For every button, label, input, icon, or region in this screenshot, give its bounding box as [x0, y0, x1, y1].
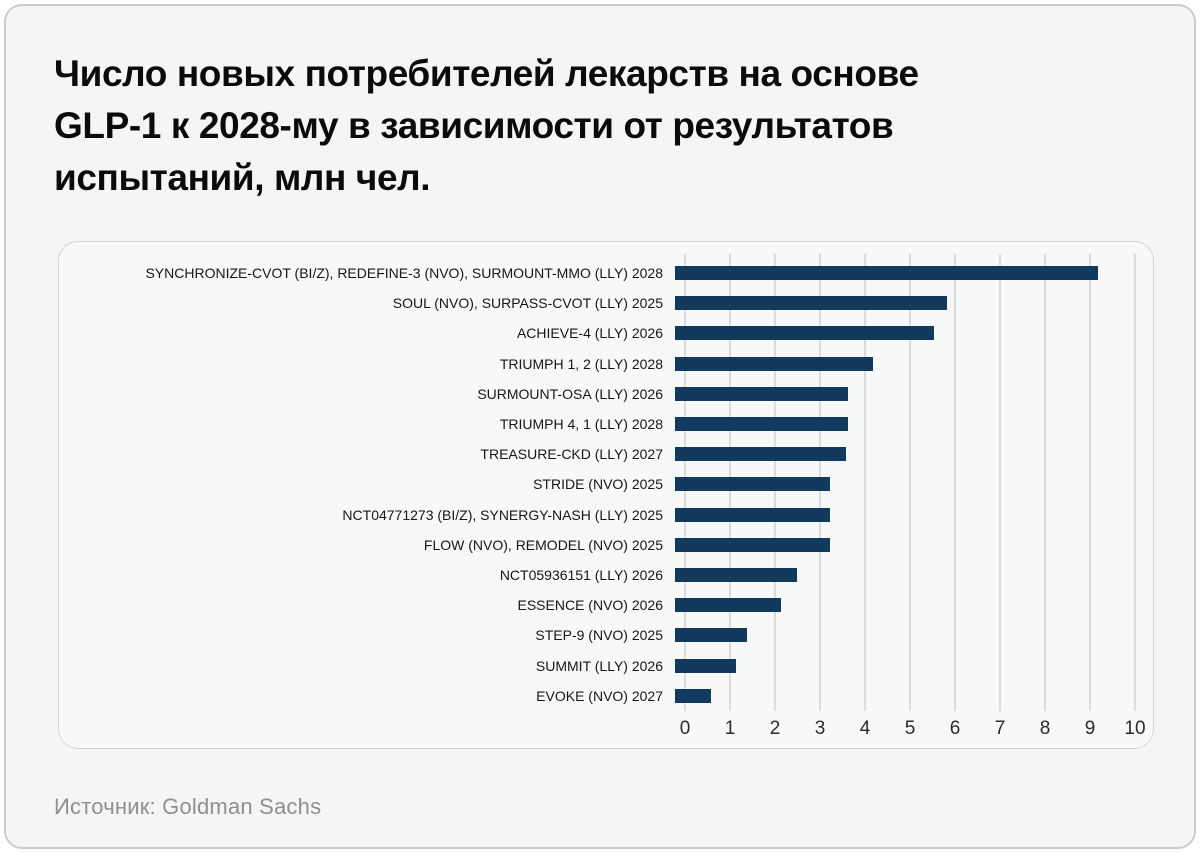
title-line-2: GLP-1 к 2028-му в зависимости от результ… — [54, 105, 894, 146]
bar — [675, 658, 736, 673]
bar-row: NCT04771273 (BI/Z), SYNERGY-NASH (LLY) 2… — [69, 500, 1143, 530]
bar — [675, 386, 849, 401]
chart-title: Число новых потребителей лекарств на осн… — [54, 48, 919, 204]
x-tick-label: 2 — [769, 718, 781, 739]
bar-label: TRIUMPH 1, 2 (LLY) 2028 — [499, 355, 663, 372]
x-tick-label: 1 — [724, 718, 736, 739]
x-tick-label: 6 — [949, 718, 961, 739]
x-axis: 0 1 2 3 4 5 6 7 8 9 10 — [680, 718, 1146, 742]
bar — [675, 537, 831, 552]
bar-row: SOUL (NVO), SURPASS-CVOT (LLY) 2025 — [69, 288, 1143, 318]
bar-rows: SYNCHRONIZE-CVOT (BI/Z), REDEFINE-3 (NVO… — [59, 242, 1153, 748]
bar-row: ACHIEVE-4 (LLY) 2026 — [69, 318, 1143, 348]
bar — [675, 598, 781, 613]
bar — [675, 628, 747, 643]
bar — [675, 417, 849, 431]
x-tick-label: 3 — [814, 718, 826, 739]
gridline-x10 — [1134, 254, 1136, 711]
bar-label: TREASURE-CKD (LLY) 2027 — [480, 446, 663, 463]
bar — [675, 296, 948, 311]
bar-row: SYNCHRONIZE-CVOT (BI/Z), REDEFINE-3 (NVO… — [69, 258, 1143, 288]
gridline-x5 — [909, 254, 911, 711]
bar-row: STEP-9 (NVO) 2025 — [69, 620, 1143, 650]
bar-label: ESSENCE (NVO) 2026 — [517, 597, 664, 614]
x-tick-label: 5 — [904, 718, 916, 739]
bar-label: EVOKE (NVO) 2027 — [536, 687, 663, 704]
bar-row: TREASURE-CKD (LLY) 2027 — [69, 439, 1143, 469]
title-line-1: Число новых потребителей лекарств на осн… — [54, 53, 919, 94]
bar-label: NCT05936151 (LLY) 2026 — [499, 567, 663, 583]
bar-row: NCT05936151 (LLY) 2026 — [69, 560, 1143, 590]
bar-label: SOUL (NVO), SURPASS-CVOT (LLY) 2025 — [392, 295, 663, 312]
bar — [675, 356, 873, 371]
gridline-x9 — [1089, 254, 1091, 711]
bar — [675, 326, 934, 341]
x-tick-label: 9 — [1084, 718, 1096, 739]
bar-label: FLOW (NVO), REMODEL (NVO) 2025 — [423, 536, 663, 553]
bar-label: SUMMIT (LLY) 2026 — [535, 657, 663, 674]
x-tick-label: 8 — [1039, 718, 1051, 739]
bar — [675, 688, 711, 703]
bar-row: STRIDE (NVO) 2025 — [69, 469, 1143, 499]
bar-row: FLOW (NVO), REMODEL (NVO) 2025 — [69, 530, 1143, 560]
bar-label: TRIUMPH 4, 1 (LLY) 2028 — [499, 416, 663, 432]
bar-label: ACHIEVE-4 (LLY) 2026 — [516, 325, 663, 342]
bar-row: ESSENCE (NVO) 2026 — [69, 590, 1143, 620]
bar-row: TRIUMPH 1, 2 (LLY) 2028 — [69, 349, 1143, 379]
bar-row: SUMMIT (LLY) 2026 — [69, 651, 1143, 681]
x-tick-label: 4 — [859, 718, 871, 739]
bar-label: SYNCHRONIZE-CVOT (BI/Z), REDEFINE-3 (NVO… — [145, 265, 663, 281]
bar-label: SURMOUNT-OSA (LLY) 2026 — [477, 385, 663, 402]
title-line-3: испытаний, млн чел. — [54, 157, 431, 198]
infographic-card: Число новых потребителей лекарств на осн… — [4, 4, 1196, 849]
x-tick-label: 0 — [679, 718, 691, 739]
chart-panel: SYNCHRONIZE-CVOT (BI/Z), REDEFINE-3 (NVO… — [58, 241, 1154, 749]
bar-row: SURMOUNT-OSA (LLY) 2026 — [69, 379, 1143, 409]
gridline-x8 — [1044, 254, 1046, 711]
bar-label: STEP-9 (NVO) 2025 — [535, 627, 663, 644]
bar-row: EVOKE (NVO) 2027 — [69, 681, 1143, 711]
gridline-x6 — [954, 254, 956, 711]
bar — [675, 507, 831, 522]
x-tick-label: 10 — [1124, 718, 1146, 739]
gridline-x4 — [864, 254, 866, 711]
bar — [675, 568, 797, 582]
bar — [675, 447, 846, 462]
bar-row: TRIUMPH 4, 1 (LLY) 2028 — [69, 409, 1143, 439]
bar — [675, 477, 831, 492]
x-tick-label: 7 — [994, 718, 1006, 739]
gridline-x7 — [999, 254, 1001, 711]
bar-label: NCT04771273 (BI/Z), SYNERGY-NASH (LLY) 2… — [342, 506, 663, 523]
source-caption: Источник: Goldman Sachs — [54, 794, 322, 819]
bar-label: STRIDE (NVO) 2025 — [533, 476, 663, 493]
bar — [675, 266, 1098, 280]
